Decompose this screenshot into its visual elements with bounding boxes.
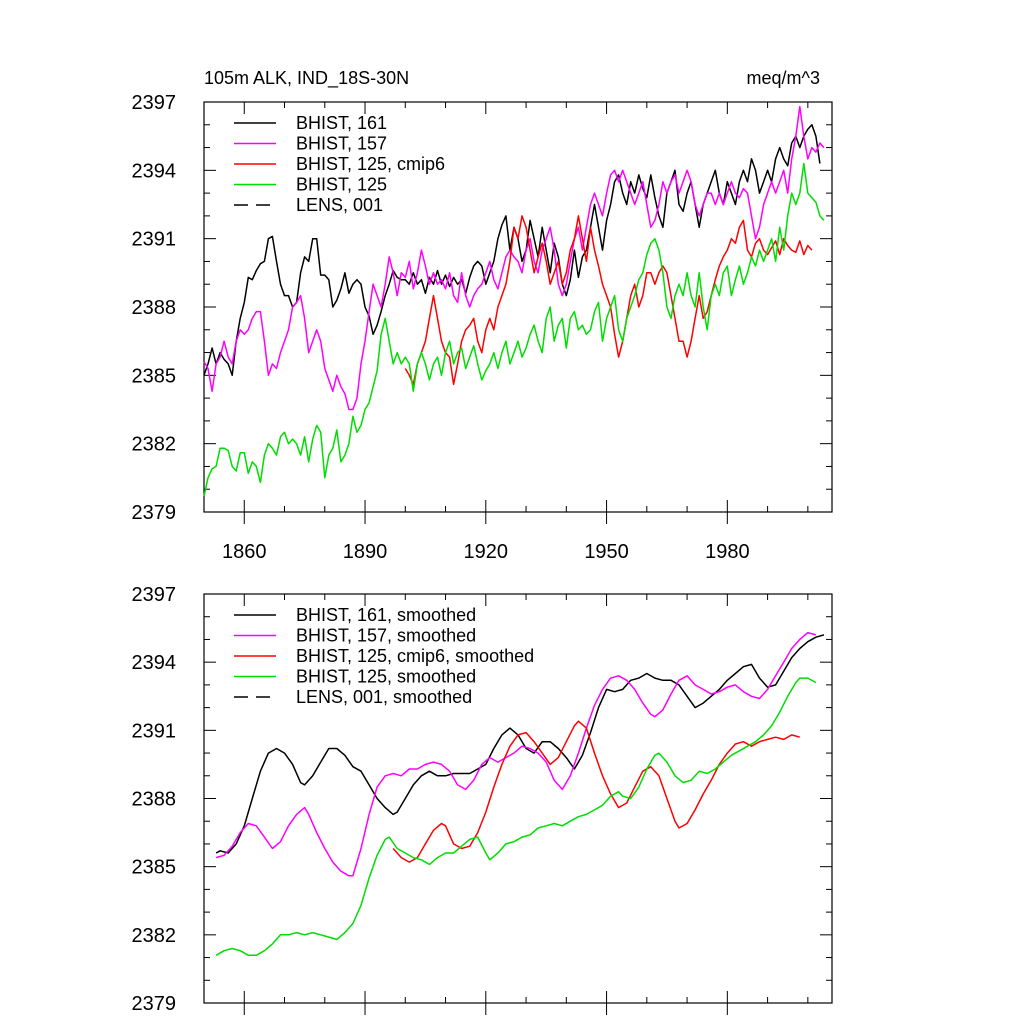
y-tick-label: 2388	[132, 297, 177, 319]
smoothed-series-panel: 2379 2382 2385 2388 2391 2394 2397 BHIST, 161, …	[132, 584, 833, 1015]
series-line	[215, 677, 817, 957]
y-tick-label: 2385	[132, 365, 177, 387]
y-tick-label: 2382	[132, 925, 177, 947]
y-tick-label: 2397	[132, 584, 177, 606]
y-tick-label: 2382	[132, 434, 177, 456]
legend-label: LENS, 001, smoothed	[296, 687, 472, 707]
y-tick-label: 2397	[132, 92, 177, 114]
series-line	[215, 631, 817, 877]
legend-label: LENS, 001	[296, 195, 383, 215]
legend-label: BHIST, 125, cmip6	[296, 154, 445, 174]
chart-units: meq/m^3	[747, 68, 820, 88]
legend-label: BHIST, 161, smoothed	[296, 605, 476, 625]
series-line	[392, 720, 801, 863]
series-line	[203, 162, 825, 497]
series-line	[215, 634, 825, 854]
x-tick-label: 1920	[464, 541, 509, 563]
time-series-panel: 2379 2382 2385 2388 2391 2394 2397 1860 1890 1920…	[132, 92, 833, 563]
y-tick-label: 2391	[132, 229, 177, 251]
x-tick-label: 1890	[343, 541, 388, 563]
legend-label: BHIST, 157	[296, 134, 387, 154]
legend-label: BHIST, 125, smoothed	[296, 667, 476, 687]
y-tick-label: 2394	[132, 652, 177, 674]
legend-label: BHIST, 161	[296, 113, 387, 133]
x-tick-label: 1860	[222, 541, 267, 563]
x-tick-label: 1950	[584, 541, 629, 563]
legend-label: BHIST, 125, cmip6, smoothed	[296, 646, 534, 666]
series-line	[203, 105, 825, 411]
y-tick-label: 2394	[132, 160, 177, 182]
y-tick-label: 2391	[132, 720, 177, 742]
legend-label: BHIST, 125	[296, 175, 387, 195]
x-tick-label: 1980	[705, 541, 750, 563]
legend-label: BHIST, 157, smoothed	[296, 626, 476, 646]
series-line	[404, 215, 813, 386]
y-tick-label: 2379	[132, 502, 177, 524]
y-tick-label: 2388	[132, 789, 177, 811]
chart-title: 105m ALK, IND_18S-30N	[204, 68, 409, 89]
y-tick-label: 2379	[132, 993, 177, 1015]
y-tick-label: 2385	[132, 857, 177, 879]
